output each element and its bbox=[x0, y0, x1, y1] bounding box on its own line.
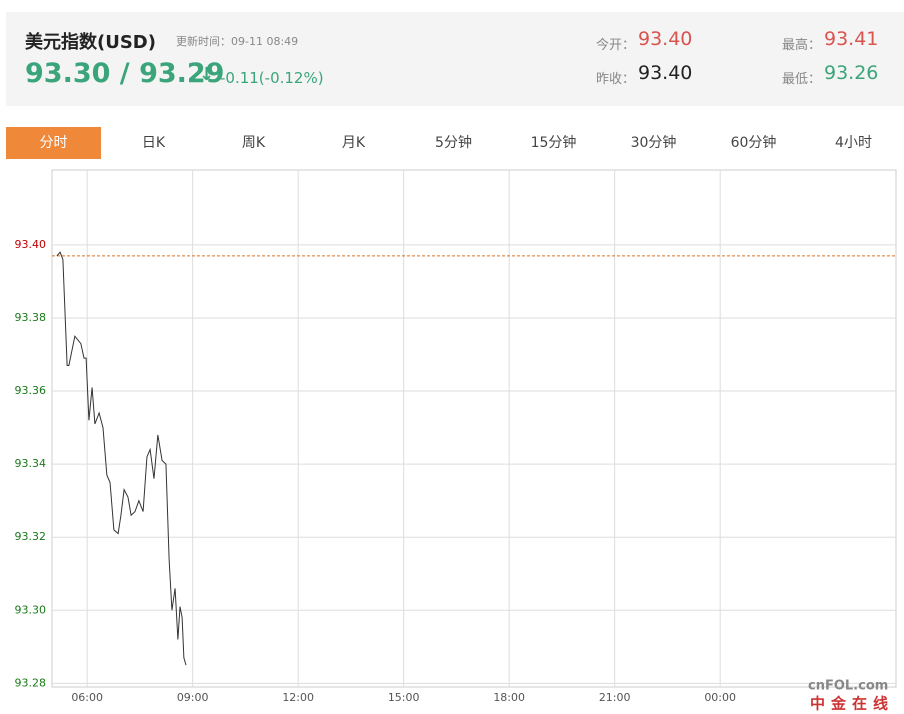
low: 93.26 bbox=[824, 62, 879, 84]
high-label: 最高： bbox=[782, 38, 822, 53]
y-tick-label: 93.36 bbox=[15, 384, 47, 397]
high: 93.41 bbox=[824, 28, 879, 50]
open: 93.40 bbox=[638, 28, 693, 50]
x-tick-label: 09:00 bbox=[177, 691, 209, 704]
price: 93.30 / 93.29 bbox=[25, 58, 225, 89]
x-tick-label: 12:00 bbox=[282, 691, 314, 704]
y-tick-label: 93.34 bbox=[15, 457, 47, 470]
x-tick-label: 15:00 bbox=[388, 691, 420, 704]
low-label: 最低： bbox=[782, 72, 822, 87]
watermark-name: 中金在线 bbox=[810, 695, 894, 713]
tab[interactable]: 15分钟 bbox=[530, 135, 577, 151]
x-tick-label: 18:00 bbox=[493, 691, 525, 704]
tab[interactable]: 日K bbox=[141, 135, 166, 151]
title: 美元指数(USD) bbox=[25, 32, 156, 53]
prev-close: 93.40 bbox=[638, 62, 693, 84]
y-tick-label: 93.30 bbox=[15, 603, 47, 616]
tab[interactable]: 4小时 bbox=[835, 135, 872, 151]
tab[interactable]: 60分钟 bbox=[730, 135, 777, 151]
x-tick-label: 21:00 bbox=[599, 691, 631, 704]
watermark-site: cnFOL.com bbox=[808, 679, 888, 694]
open-label: 今开： bbox=[596, 38, 636, 53]
change: -0.11(-0.12%) bbox=[220, 69, 324, 87]
arrow: ↓ bbox=[199, 64, 215, 85]
tab[interactable]: 30分钟 bbox=[630, 135, 677, 151]
tab[interactable]: 分时 bbox=[6, 127, 101, 159]
update-time: 更新时间：09-11 08:49 bbox=[176, 35, 299, 48]
quote-header bbox=[6, 12, 904, 106]
x-tick-label: 00:00 bbox=[704, 691, 736, 704]
y-tick-label: 93.32 bbox=[15, 530, 47, 543]
prev-close-label: 昨收： bbox=[596, 72, 636, 87]
tab[interactable]: 月K bbox=[341, 135, 366, 151]
y-tick-label: 93.40 bbox=[15, 238, 47, 251]
tab[interactable]: 5分钟 bbox=[435, 135, 472, 151]
y-tick-label: 93.38 bbox=[15, 311, 47, 324]
x-tick-label: 06:00 bbox=[71, 691, 103, 704]
plot-frame bbox=[51, 169, 897, 688]
y-tick-label: 93.28 bbox=[15, 676, 47, 689]
tab[interactable]: 周K bbox=[241, 135, 266, 151]
price-line bbox=[56, 251, 187, 666]
